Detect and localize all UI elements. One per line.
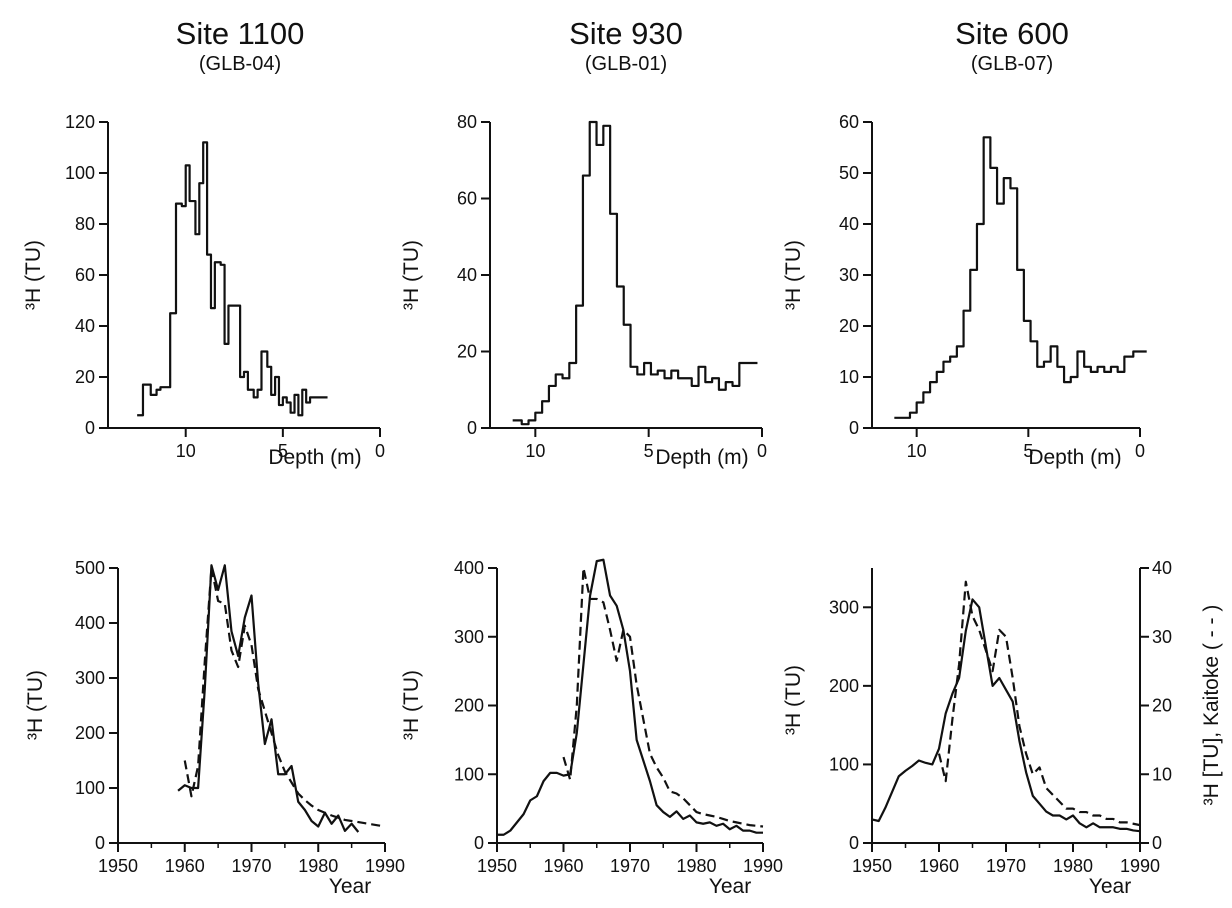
y2-tick-label: 10 [1152,764,1172,784]
y-tick-label: 60 [75,265,95,285]
solid-series-line [177,564,360,833]
x-tick-label: 0 [375,441,385,461]
y-tick-label: 400 [75,613,105,633]
site-title-930: Site 930 [569,16,683,51]
y-tick-label: 300 [829,597,859,617]
y2-axis-label: ³H [TU], Kaitoke ( - - ) [1200,605,1223,806]
site-subtitle-930: (GLB-01) [585,53,667,75]
y-tick-label: 10 [839,367,859,387]
y-tick-label: 0 [467,418,477,438]
solid-series-line [512,120,758,426]
x-tick-label: 1980 [1053,856,1093,876]
y-axis-label: ³H (TU) [782,665,805,735]
y-tick-label: 500 [75,558,105,578]
dashed-series-line [937,580,1141,827]
y-tick-label: 0 [849,418,859,438]
x-tick-label: 1960 [165,856,205,876]
x-tick-label: 1950 [852,856,892,876]
y-tick-label: 200 [75,723,105,743]
y2-tick-label: 40 [1152,558,1172,578]
site-title-1100: Site 1100 [176,16,305,51]
x-tick-label: 1960 [919,856,959,876]
x-tick-label: 1980 [298,856,338,876]
y-axis-label: ³H (TU) [24,670,47,740]
y-tick-label: 60 [839,112,859,132]
y-tick-label: 20 [457,342,477,362]
panel-1: 0 20 40 60 80 100 120 10 5 0 Depth (m) ³H (TU) [22,112,385,469]
site-subtitle-600: (GLB-07) [971,53,1053,75]
x-tick-label: 5 [644,441,654,461]
y-tick-label: 0 [474,833,484,853]
x-tick-label: 1950 [477,856,517,876]
y-tick-label: 40 [839,214,859,234]
dashed-series-line [562,566,764,828]
x-axis-label: Year [709,875,751,898]
x-tick-label: 1970 [986,856,1026,876]
x-tick-label: 0 [1135,441,1145,461]
panel-4: 0 100 200 300 400 500 1950 1960 1970 1980 1990Year… [24,558,405,898]
x-tick-label: 0 [757,441,767,461]
x-tick-label: 5 [1023,441,1033,461]
y-tick-label: 100 [75,778,105,798]
y-tick-label: 200 [829,676,859,696]
panel-2: 0 20 40 60 80 10 5 0 Depth (m) ³H (TU) [400,112,767,469]
y-tick-label: 300 [75,668,105,688]
x-tick-label: 1970 [610,856,650,876]
x-tick-label: 10 [907,441,927,461]
x-axis-label: Depth (m) [1028,446,1121,469]
x-tick-label: 5 [278,441,288,461]
y-tick-label: 0 [85,418,95,438]
y2-tick-label: 0 [1152,833,1162,853]
y-tick-label: 80 [457,112,477,132]
x-tick-label: 1990 [743,856,783,876]
y-tick-label: 300 [454,627,484,647]
y-tick-label: 100 [65,163,95,183]
x-axis-label: Year [1089,875,1131,898]
y-tick-label: 0 [95,833,105,853]
y2-tick-label: 30 [1152,627,1172,647]
x-tick-label: 1990 [1120,856,1160,876]
y-axis-label: ³H (TU) [782,240,805,310]
x-tick-label: 10 [176,441,196,461]
x-tick-label: 1950 [98,856,138,876]
y-tick-label: 100 [454,764,484,784]
y-tick-label: 0 [849,833,859,853]
y-tick-label: 80 [75,214,95,234]
y-tick-label: 400 [454,558,484,578]
y-tick-label: 100 [829,754,859,774]
y-axis-label: ³H (TU) [22,240,45,310]
solid-series-line [137,141,328,417]
y-tick-label: 200 [454,696,484,716]
dashed-series-line [183,566,386,828]
y-tick-label: 20 [839,316,859,336]
y-tick-label: 40 [457,265,477,285]
y2-tick-label: 20 [1152,696,1172,716]
y-tick-label: 40 [75,316,95,336]
solid-series-line [871,598,1141,833]
solid-series-line [497,558,763,836]
x-tick-label: 1980 [676,856,716,876]
y-axis-label: ³H (TU) [400,670,423,740]
site-subtitle-1100: (GLB-04) [199,53,281,75]
y-tick-label: 120 [65,112,95,132]
x-tick-label: 1970 [231,856,271,876]
x-axis-label: Depth (m) [268,446,361,469]
x-axis-label: Depth (m) [655,446,748,469]
x-axis-label: Year [329,875,371,898]
solid-series-line [894,136,1147,419]
y-tick-label: 20 [75,367,95,387]
site-title-600: Site 600 [955,16,1069,51]
y-tick-label: 60 [457,189,477,209]
y-axis-label: ³H (TU) [400,240,423,310]
y-tick-label: 30 [839,265,859,285]
y-tick-label: 50 [839,163,859,183]
x-tick-label: 10 [525,441,545,461]
x-tick-label: 1990 [365,856,405,876]
x-tick-label: 1960 [543,856,583,876]
